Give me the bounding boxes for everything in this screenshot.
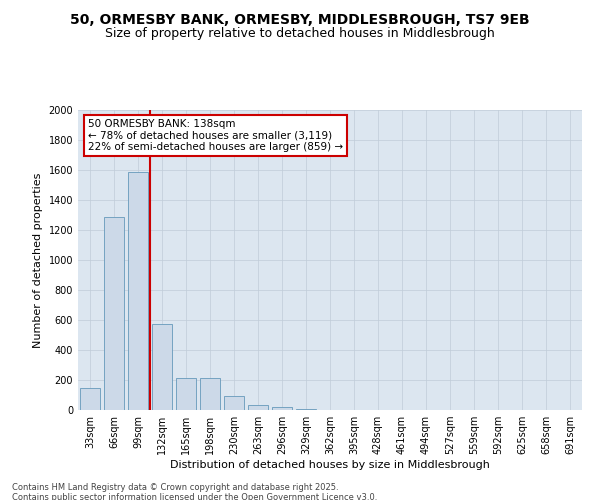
Bar xyxy=(296,409,316,410)
Bar xyxy=(128,172,148,410)
Text: Contains HM Land Registry data © Crown copyright and database right 2025.: Contains HM Land Registry data © Crown c… xyxy=(12,482,338,492)
Y-axis label: Number of detached properties: Number of detached properties xyxy=(33,172,43,348)
Bar xyxy=(224,396,244,410)
Bar xyxy=(200,378,220,410)
Bar xyxy=(248,405,268,410)
Text: 50 ORMESBY BANK: 138sqm
← 78% of detached houses are smaller (3,119)
22% of semi: 50 ORMESBY BANK: 138sqm ← 78% of detache… xyxy=(88,119,343,152)
X-axis label: Distribution of detached houses by size in Middlesbrough: Distribution of detached houses by size … xyxy=(170,460,490,470)
Bar xyxy=(80,388,100,410)
Text: Contains public sector information licensed under the Open Government Licence v3: Contains public sector information licen… xyxy=(12,492,377,500)
Bar xyxy=(104,216,124,410)
Text: Size of property relative to detached houses in Middlesbrough: Size of property relative to detached ho… xyxy=(105,28,495,40)
Bar xyxy=(152,324,172,410)
Text: 50, ORMESBY BANK, ORMESBY, MIDDLESBROUGH, TS7 9EB: 50, ORMESBY BANK, ORMESBY, MIDDLESBROUGH… xyxy=(70,12,530,26)
Bar xyxy=(272,407,292,410)
Bar xyxy=(176,378,196,410)
